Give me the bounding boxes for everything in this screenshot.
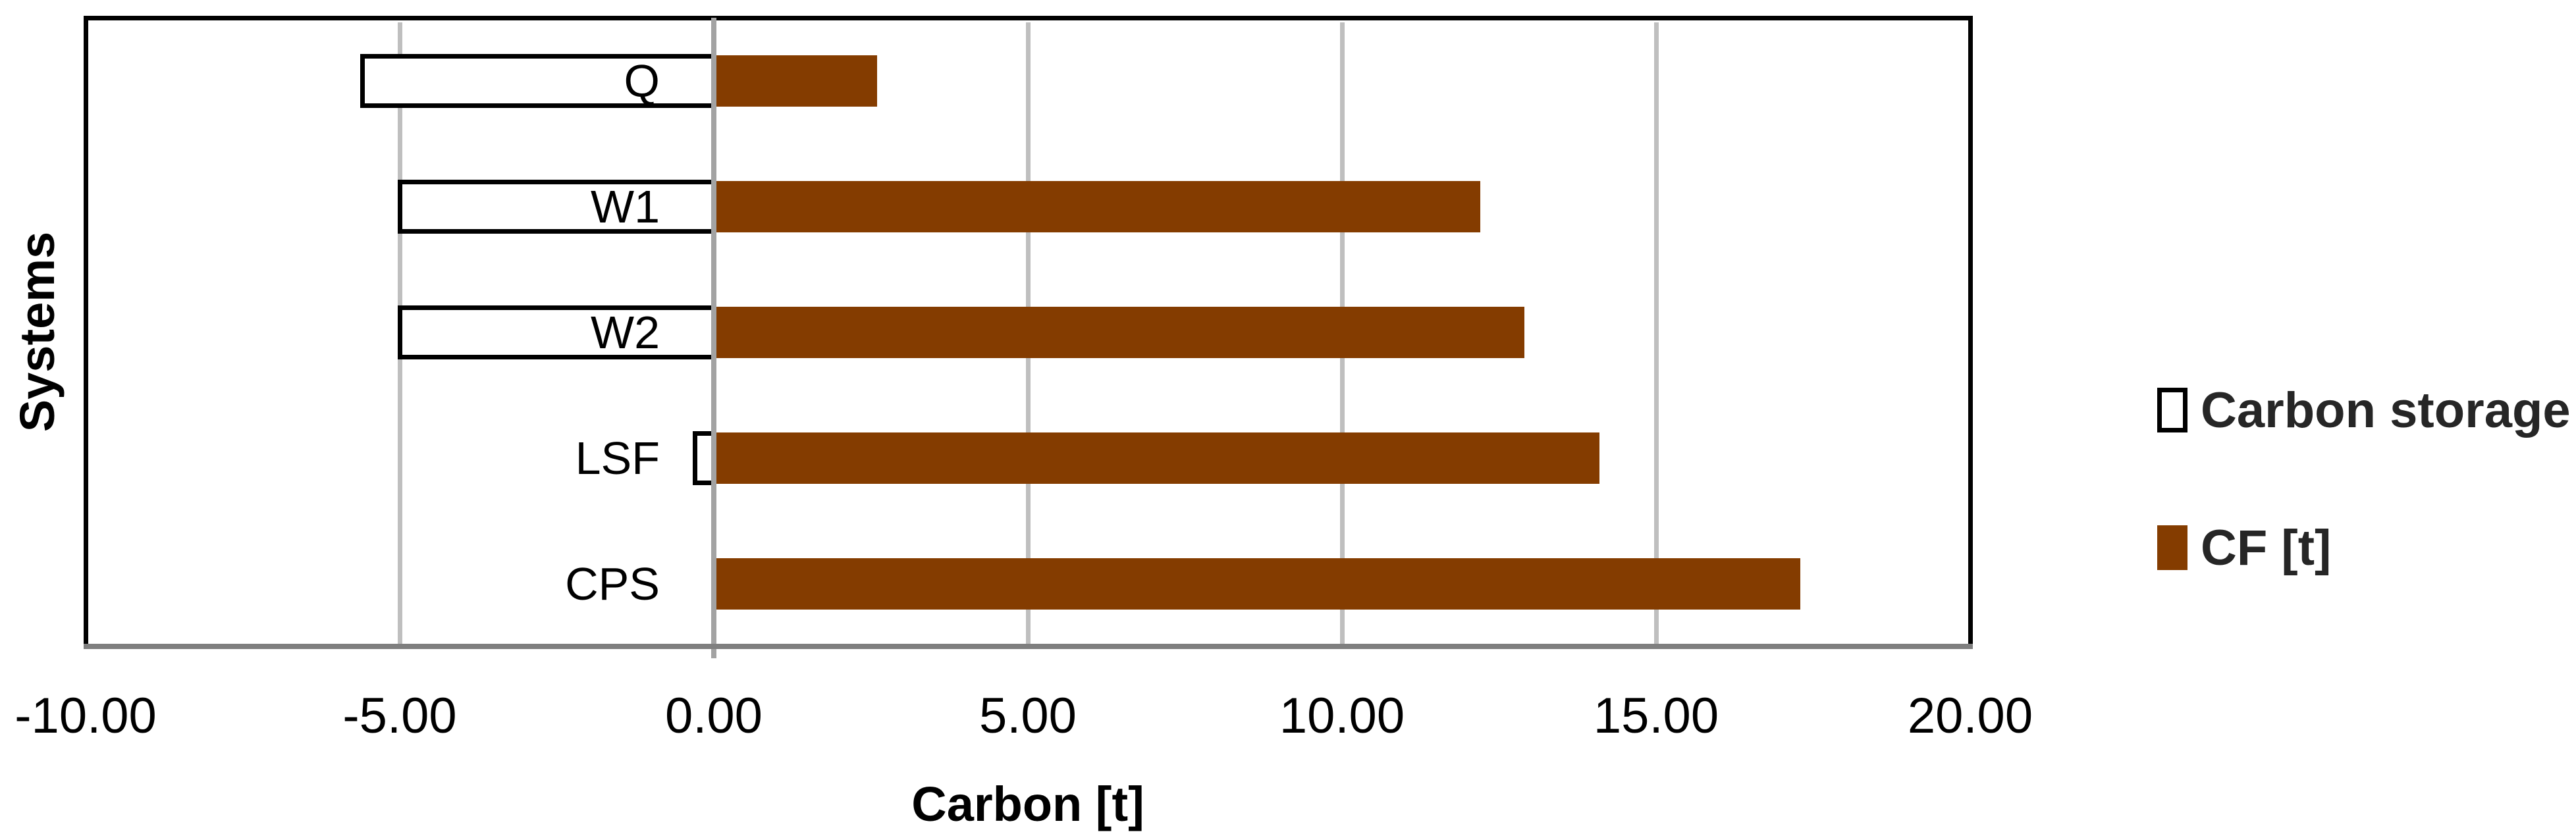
cf-bar-W2 (716, 307, 1524, 358)
category-label-Q: Q (624, 55, 660, 107)
cf-bar-Q (716, 55, 878, 107)
y-axis-title: Systems (10, 231, 65, 432)
category-label-CPS: CPS (565, 558, 660, 610)
carbon-storage-bar-Q (360, 53, 716, 108)
category-label-W1: W1 (591, 180, 660, 232)
x-tick-label-20.00: 20.00 (1907, 688, 2033, 744)
cf-bar-CPS (716, 558, 1801, 610)
legend-swatch-carbon-storage-icon (2157, 388, 2187, 432)
x-tick-label--10.00: -10.00 (14, 688, 157, 744)
plot-area (84, 16, 1973, 646)
x-axis-title: Carbon [t] (911, 777, 1144, 831)
gridline-15 (1654, 22, 1659, 644)
legend-swatch-cf-icon (2157, 525, 2187, 570)
x-tick-label-0.00: 0.00 (665, 688, 763, 744)
legend-label-cf: CF [t] (2201, 520, 2332, 576)
category-axis-line (711, 18, 716, 658)
category-label-LSF: LSF (575, 432, 660, 484)
x-tick-label-5.00: 5.00 (979, 688, 1077, 744)
x-tick-label-15.00: 15.00 (1593, 688, 1719, 744)
x-tick-label--5.00: -5.00 (342, 688, 457, 744)
carbon-storage-bar-W2 (398, 305, 716, 359)
x-tick-label-10.00: 10.00 (1279, 688, 1405, 744)
cf-bar-W1 (716, 180, 1480, 232)
legend-label-carbon-storage: Carbon storage [t] (2201, 382, 2576, 438)
category-label-W2: W2 (591, 307, 660, 358)
value-axis-line (84, 644, 1973, 649)
cf-bar-LSF (716, 432, 1600, 484)
carbon-storage-bar-W1 (398, 179, 716, 234)
